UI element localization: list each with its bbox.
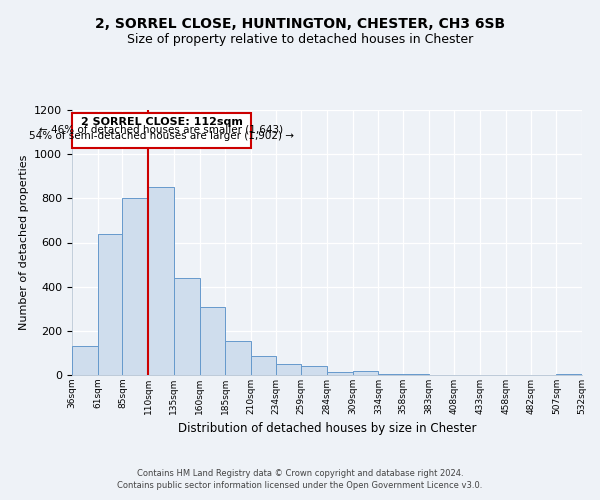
Bar — [98, 234, 122, 375]
Y-axis label: Number of detached properties: Number of detached properties — [19, 155, 29, 330]
Bar — [174, 278, 199, 375]
Bar — [225, 341, 251, 375]
Bar — [148, 188, 174, 375]
Text: 2 SORREL CLOSE: 112sqm: 2 SORREL CLOSE: 112sqm — [80, 118, 242, 128]
Bar — [251, 356, 275, 375]
Text: 2, SORREL CLOSE, HUNTINGTON, CHESTER, CH3 6SB: 2, SORREL CLOSE, HUNTINGTON, CHESTER, CH… — [95, 18, 505, 32]
Bar — [199, 306, 225, 375]
Text: Size of property relative to detached houses in Chester: Size of property relative to detached ho… — [127, 32, 473, 46]
Bar — [353, 370, 379, 375]
Bar — [301, 366, 327, 375]
Bar — [403, 374, 429, 375]
Bar — [327, 372, 353, 375]
Bar — [72, 114, 251, 148]
Bar — [275, 364, 301, 375]
X-axis label: Distribution of detached houses by size in Chester: Distribution of detached houses by size … — [178, 422, 476, 436]
Bar — [72, 346, 98, 375]
Text: Contains public sector information licensed under the Open Government Licence v3: Contains public sector information licen… — [118, 481, 482, 490]
Bar — [556, 374, 582, 375]
Text: Contains HM Land Registry data © Crown copyright and database right 2024.: Contains HM Land Registry data © Crown c… — [137, 468, 463, 477]
Text: ← 46% of detached houses are smaller (1,643): ← 46% of detached houses are smaller (1,… — [40, 125, 284, 135]
Text: 54% of semi-detached houses are larger (1,902) →: 54% of semi-detached houses are larger (… — [29, 132, 294, 141]
Bar — [122, 198, 148, 375]
Bar — [379, 374, 403, 375]
